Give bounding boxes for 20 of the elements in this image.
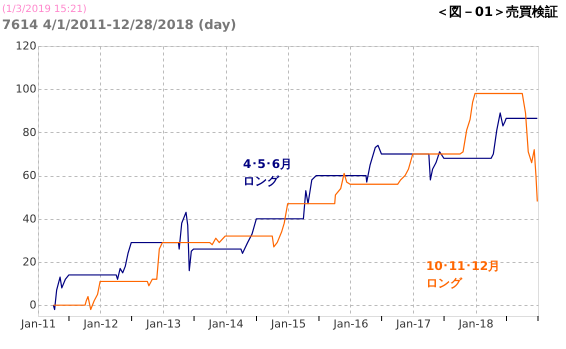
text: ＜図－01＞売買検証 (436, 4, 558, 20)
x-tick-label: Jan-13 (145, 318, 182, 330)
x-tick-label: Jan-11 (20, 318, 56, 330)
y-tick-label: 20 (22, 256, 36, 268)
series-label: 4･5･6月ロング (243, 157, 292, 188)
y-tick-label: 40 (22, 212, 36, 226)
x-tick-label: Jan-14 (208, 318, 244, 330)
x-tick-label: Jan-16 (332, 318, 368, 330)
text: 10･11･12月ロング (426, 259, 500, 290)
x-tick-label: Jan-12 (82, 318, 118, 330)
y-tick-label: 120 (16, 40, 36, 52)
text: (1/3/2019 15:21) (2, 4, 87, 15)
y-tick-label: 0 (30, 298, 36, 312)
chart-title: 7614 4/1/2011-12/28/2018 (day) (2, 18, 236, 33)
x-tick-label: Jan-18 (458, 318, 494, 330)
x-tick-label: Jan-17 (395, 318, 432, 330)
x-tick-label: Jan-15 (270, 318, 306, 330)
y-tick-label: 100 (16, 82, 36, 96)
y-tick-label: 80 (22, 126, 36, 139)
y-tick-label: 60 (22, 169, 36, 182)
